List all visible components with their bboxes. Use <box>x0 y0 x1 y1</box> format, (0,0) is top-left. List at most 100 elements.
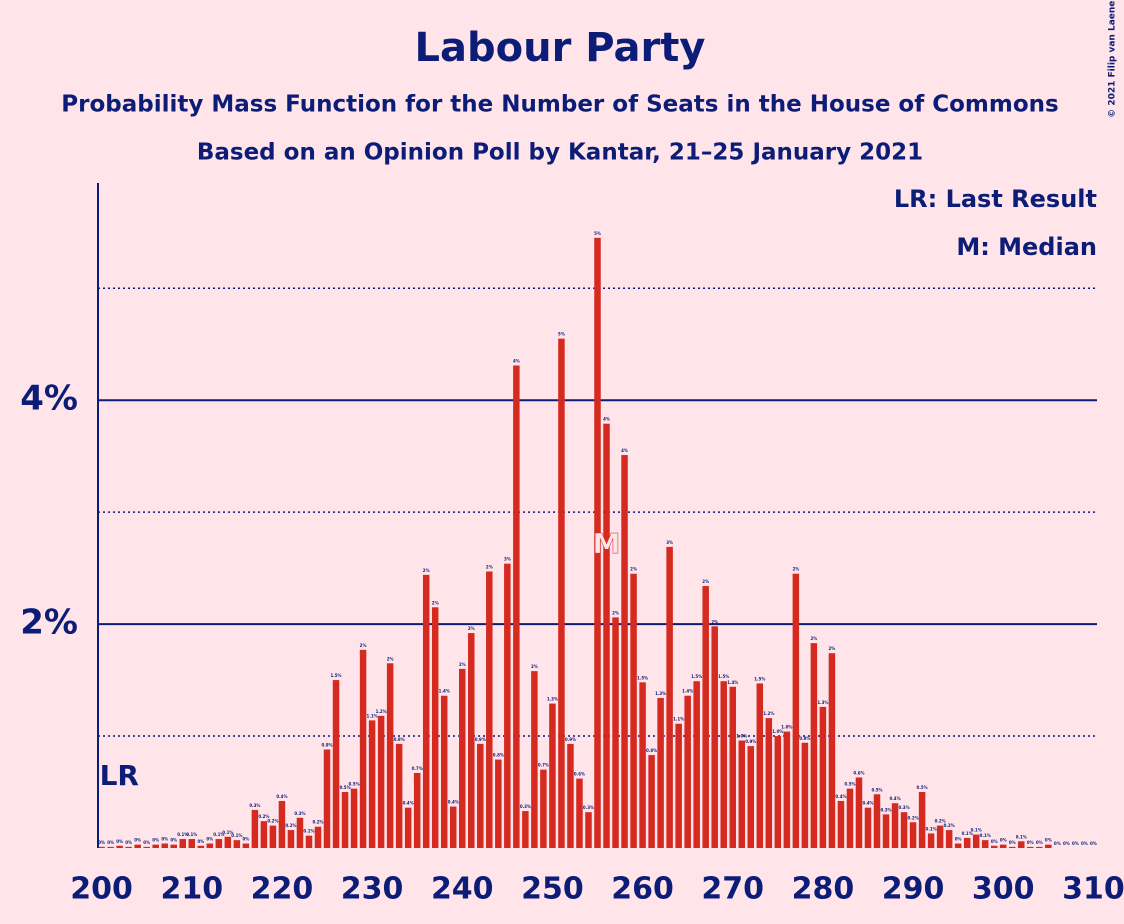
bar <box>621 455 628 848</box>
bar <box>332 680 340 848</box>
data-label: 4% <box>621 448 628 453</box>
data-label: 0% <box>98 840 105 845</box>
bar <box>873 794 881 848</box>
bar <box>765 718 773 848</box>
data-label: 1.2% <box>763 711 774 716</box>
data-label: 0.3% <box>294 811 305 816</box>
data-label: 0.2% <box>935 819 946 824</box>
bar <box>594 237 601 848</box>
data-label: 0% <box>1081 841 1088 846</box>
chart-title: Labour Party <box>415 25 706 71</box>
bar <box>531 671 538 848</box>
bar <box>359 649 367 848</box>
data-label: 1.5% <box>637 675 648 680</box>
bar <box>341 792 349 848</box>
bar <box>1018 841 1025 848</box>
data-label: 5% <box>594 231 601 236</box>
bar <box>918 792 926 848</box>
bar <box>233 840 241 848</box>
chart-subtitle: Based on an Opinion Poll by Kantar, 21–2… <box>197 140 923 166</box>
data-label: 2% <box>711 619 718 624</box>
bar <box>630 573 637 848</box>
data-label: 1.4% <box>682 689 693 694</box>
data-label: 0.3% <box>520 804 531 809</box>
data-label: 0% <box>206 837 213 842</box>
x-tick-label: 260 <box>611 872 674 907</box>
data-label: 4% <box>513 358 520 363</box>
data-label: 0.9% <box>745 739 756 744</box>
data-label: 1.3% <box>547 697 558 702</box>
data-label: 0% <box>134 838 141 843</box>
data-label: 0.2% <box>267 819 278 824</box>
data-label: 2% <box>630 567 637 572</box>
bar <box>981 840 989 848</box>
bar <box>224 836 232 848</box>
bar <box>143 846 150 848</box>
bar <box>251 809 259 848</box>
bar <box>963 837 971 848</box>
median-label: M <box>593 527 621 560</box>
bar <box>729 686 736 848</box>
data-label: 0.4% <box>835 794 846 799</box>
x-tick-label: 280 <box>792 872 855 907</box>
data-label: 0.9% <box>321 742 332 747</box>
bar <box>305 835 313 848</box>
data-label: 1.5% <box>718 674 729 679</box>
data-label: 0.9% <box>799 736 810 741</box>
data-label: 1.4% <box>439 689 450 694</box>
data-label: 0.1% <box>1016 834 1027 839</box>
data-label: 2% <box>423 568 430 573</box>
data-label: 0.2% <box>258 814 269 819</box>
bar <box>1045 844 1052 848</box>
data-label: 0.5% <box>339 785 350 790</box>
data-label: 4% <box>603 417 610 422</box>
bar <box>999 844 1007 848</box>
bar <box>585 812 592 848</box>
bar <box>972 834 980 848</box>
bar <box>945 830 953 848</box>
bar <box>891 803 899 848</box>
bar <box>278 800 286 848</box>
data-label: 0% <box>1000 838 1007 843</box>
data-label: 0.1% <box>231 833 242 838</box>
bar <box>990 845 998 848</box>
bar <box>603 423 610 848</box>
x-tick-label: 240 <box>431 872 494 907</box>
bar <box>936 825 944 848</box>
data-label: 2% <box>702 579 709 584</box>
data-label: 2% <box>486 564 493 569</box>
data-label: 0.4% <box>448 800 459 805</box>
bar <box>558 338 565 848</box>
bar <box>197 845 205 848</box>
y-tick-label: 4% <box>20 379 78 419</box>
data-label: 0% <box>1072 841 1079 846</box>
bar <box>459 668 466 848</box>
data-label: 0.2% <box>908 815 919 820</box>
bar <box>549 703 556 848</box>
bar <box>296 817 304 848</box>
bar <box>639 682 646 848</box>
data-label: 2% <box>810 636 817 641</box>
bar <box>927 833 935 848</box>
bar <box>242 843 250 848</box>
bar <box>125 846 132 848</box>
data-label: 3% <box>504 557 511 562</box>
bar <box>792 573 800 848</box>
bar <box>882 814 890 848</box>
data-label: 0.2% <box>312 820 323 825</box>
data-label: 0.9% <box>565 737 576 742</box>
data-label: 2% <box>387 656 394 661</box>
data-label: 0.4% <box>403 801 414 806</box>
bar <box>477 743 484 848</box>
data-label: 0.2% <box>944 823 955 828</box>
data-label: 0% <box>1090 841 1097 846</box>
bar <box>1027 846 1034 848</box>
data-label: 0% <box>161 837 168 842</box>
bar <box>269 825 277 848</box>
bar <box>1009 846 1016 848</box>
bar <box>954 843 962 848</box>
data-label: 2% <box>792 567 799 572</box>
bar <box>386 663 394 848</box>
data-label: 5% <box>558 332 565 337</box>
data-label: 2% <box>829 646 836 651</box>
